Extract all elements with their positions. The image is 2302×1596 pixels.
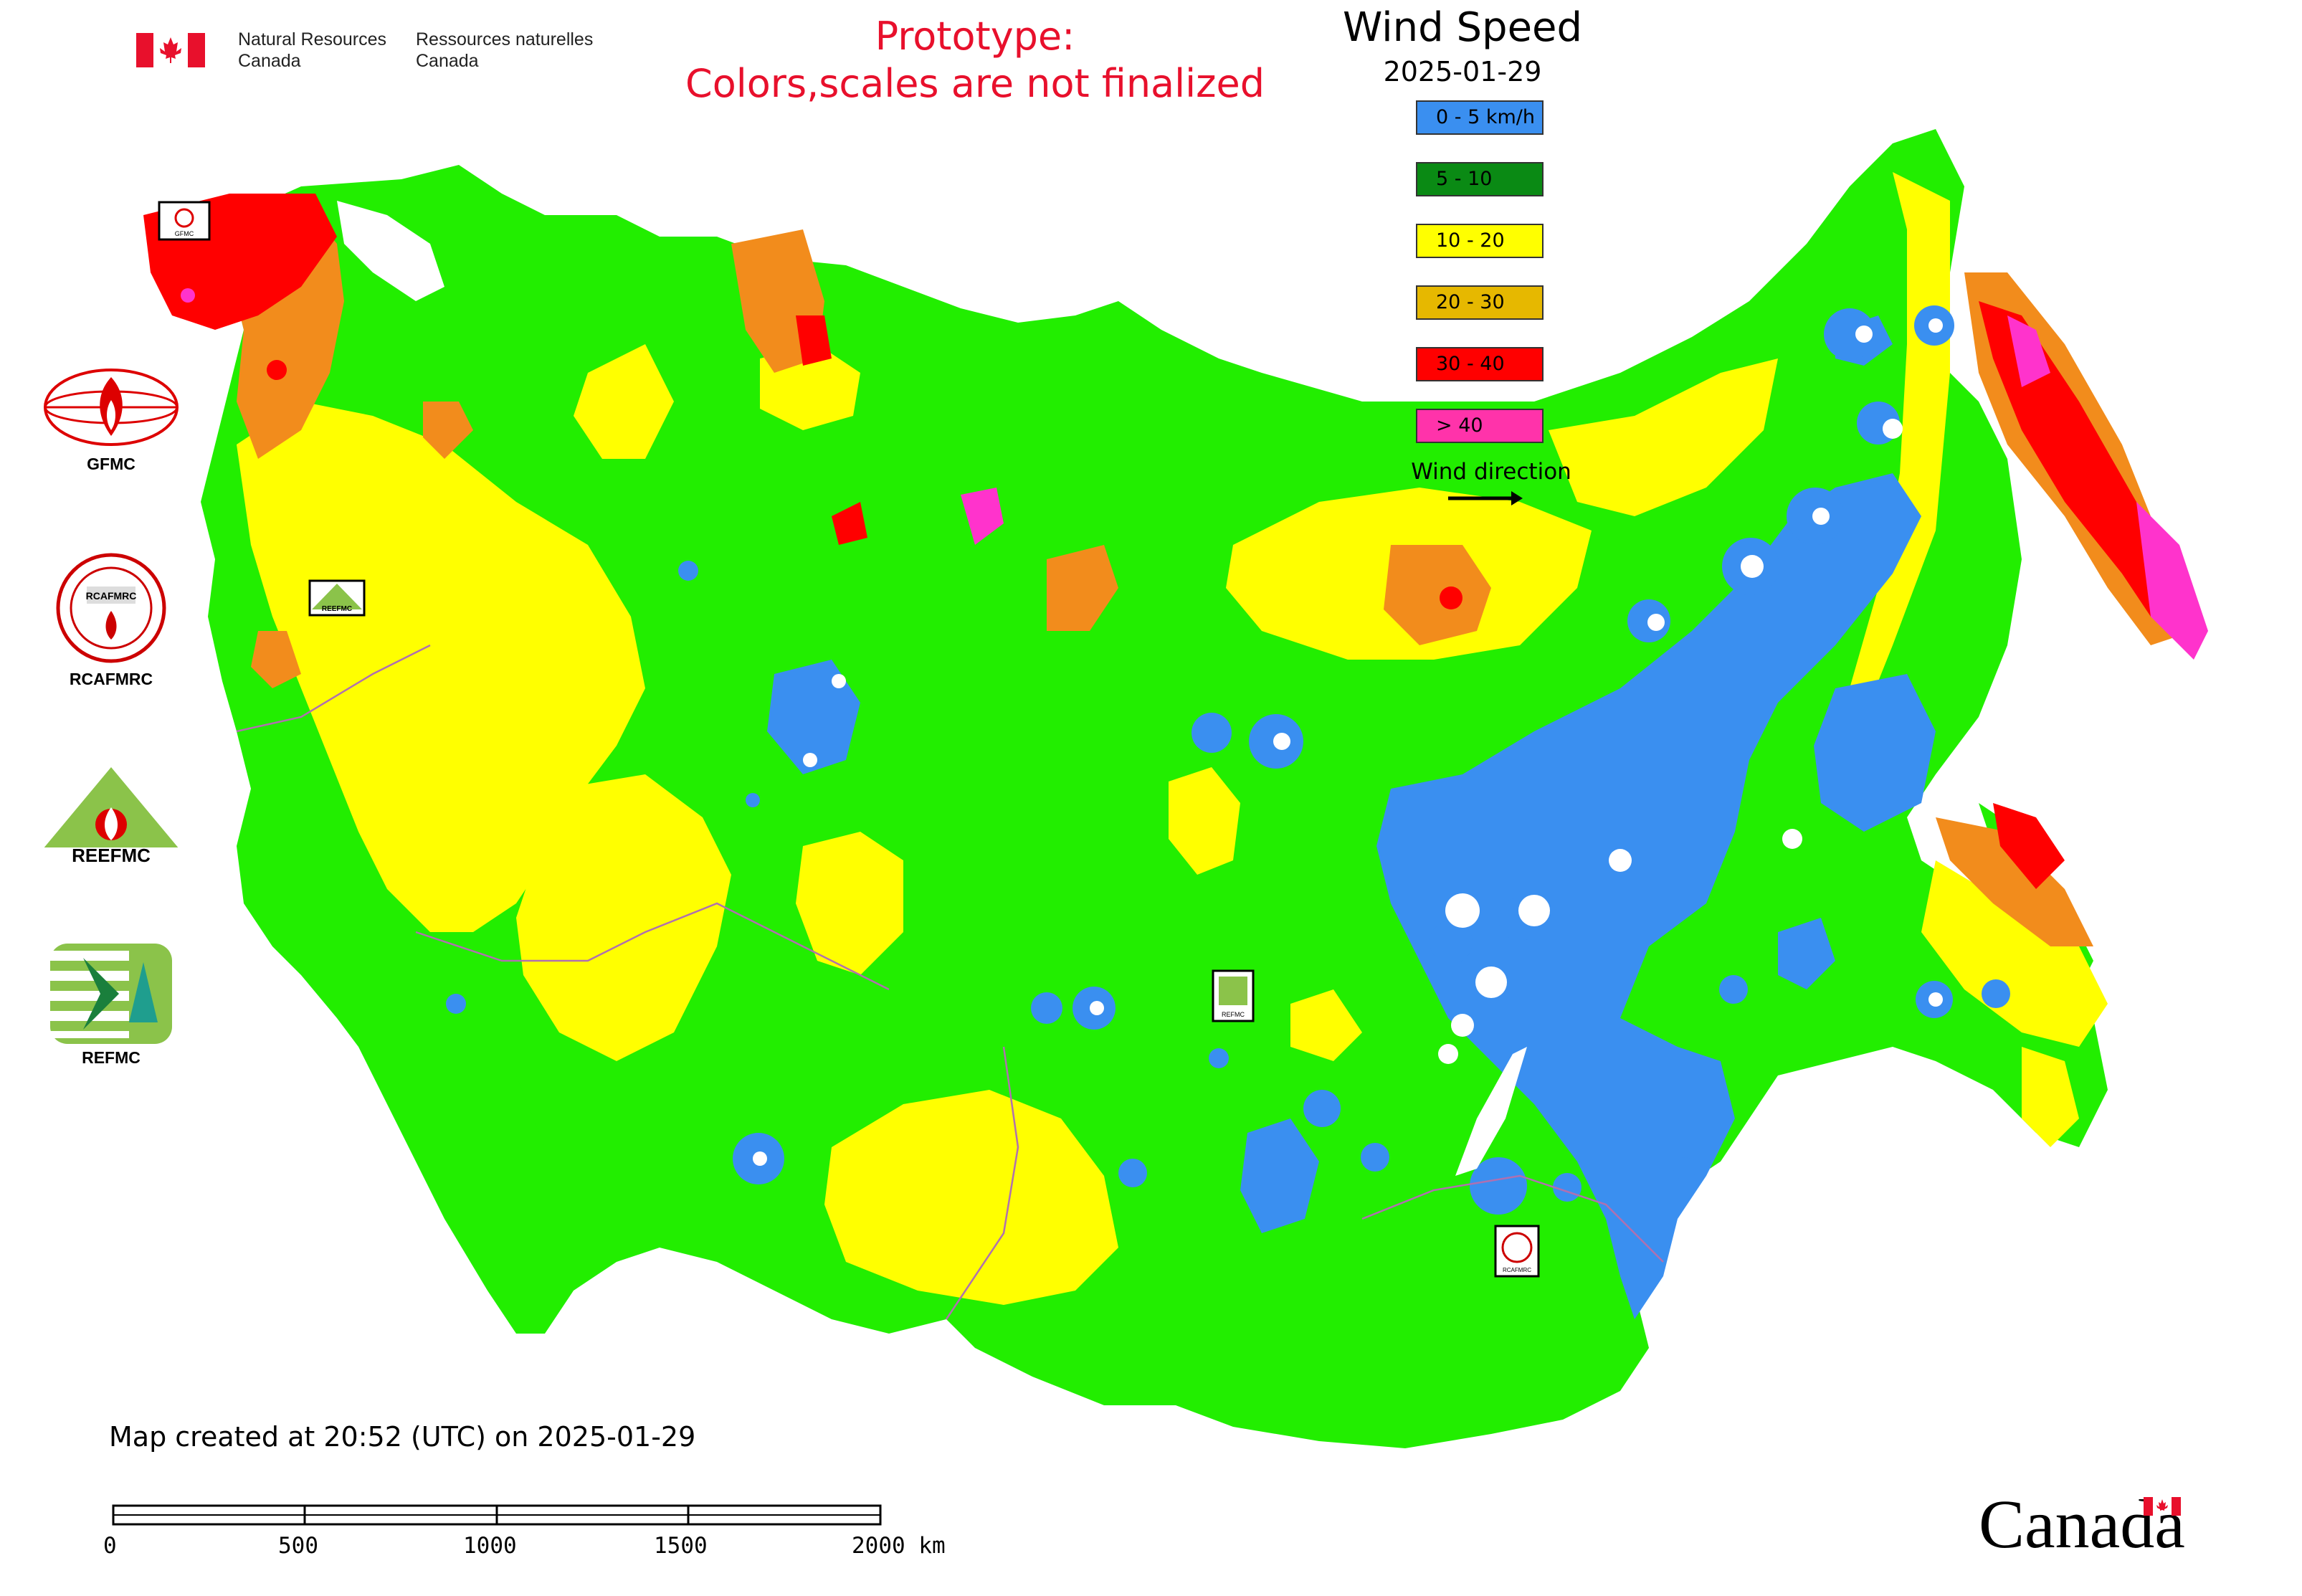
admin-boundaries bbox=[236, 644, 1664, 1320]
org-en-line2: Canada bbox=[238, 51, 301, 71]
logo-gfmc[interactable]: GFMC bbox=[29, 364, 194, 474]
legend-item-20-30: 20 - 30 bbox=[1416, 285, 1544, 320]
calm-wind-zones bbox=[446, 305, 2010, 1319]
svg-text:REEFMC: REEFMC bbox=[72, 845, 151, 866]
logo-rcafmrc-label: RCAFMRC bbox=[69, 670, 153, 688]
legend-label: 30 - 40 bbox=[1436, 353, 1505, 375]
legend-item-0-5: 0 - 5 km/h bbox=[1416, 100, 1544, 135]
extreme-wind-zones bbox=[181, 288, 2208, 660]
logo-gfmc-label: GFMC bbox=[87, 455, 135, 473]
gfmc-logo-icon bbox=[44, 369, 179, 446]
map-marker-rcafmrc[interactable]: RCAFMRC bbox=[1494, 1225, 1540, 1278]
canada-wordmark-flag-icon bbox=[2144, 1497, 2181, 1516]
scale-tick-1000: 1000 bbox=[463, 1533, 517, 1559]
canada-wordmark: Canada bbox=[1979, 1486, 2185, 1562]
scale-tick-1500: 1500 bbox=[654, 1533, 708, 1559]
map-marker-reefmc-label: REEFMC bbox=[322, 605, 352, 613]
prototype-warning-line1: Prototype: bbox=[875, 14, 1075, 59]
scale-bar bbox=[112, 1504, 882, 1526]
legend-item-10-20: 10 - 20 bbox=[1416, 224, 1544, 258]
map-marker-gfmc[interactable]: GFMC bbox=[158, 201, 211, 241]
map-marker-gfmc-label: GFMC bbox=[175, 230, 194, 237]
map-marker-refmc[interactable]: REFMC bbox=[1212, 969, 1255, 1022]
scale-tick-500: 500 bbox=[278, 1533, 318, 1559]
rcafmrc-logo-icon: RCAFMRC bbox=[56, 553, 166, 663]
org-fr-line2: Canada bbox=[416, 51, 479, 71]
org-fr-line1: Ressources naturelles bbox=[416, 29, 594, 49]
canada-flag-icon bbox=[136, 33, 205, 67]
logo-rcafmrc[interactable]: RCAFMRC RCAFMRC bbox=[29, 551, 194, 689]
legend-item-over-40: > 40 bbox=[1416, 409, 1544, 443]
legend-item-5-10: 5 - 10 bbox=[1416, 162, 1544, 196]
org-en-line1: Natural Resources bbox=[238, 29, 387, 49]
wind-direction-arrow-icon bbox=[1448, 491, 1523, 505]
wind-direction-label: Wind direction bbox=[1411, 459, 1571, 485]
logo-refmc[interactable]: REFMC bbox=[29, 944, 194, 1068]
legend-label: 5 - 10 bbox=[1436, 168, 1493, 190]
legend-item-30-40: 30 - 40 bbox=[1416, 347, 1544, 381]
lakes bbox=[337, 201, 1943, 1176]
scale-tick-2000: 2000 km bbox=[852, 1533, 946, 1559]
legend-label: 0 - 5 km/h bbox=[1436, 106, 1535, 128]
scale-tick-0: 0 bbox=[103, 1533, 117, 1559]
legend-label: 10 - 20 bbox=[1436, 229, 1505, 252]
legend-date: 2025-01-29 bbox=[1383, 56, 1542, 87]
map-marker-refmc-label: REFMC bbox=[1222, 1011, 1245, 1018]
map-marker-rcafmrc-label: RCAFMRC bbox=[1503, 1267, 1531, 1273]
reefmc-logo-icon: REEFMC bbox=[39, 767, 183, 866]
prototype-warning: Prototype: Colors,scales are not finaliz… bbox=[645, 13, 1305, 108]
refmc-logo-icon bbox=[50, 944, 172, 1044]
logo-refmc-label: REFMC bbox=[82, 1048, 141, 1067]
logo-reefmc[interactable]: REEFMC bbox=[29, 763, 194, 870]
nrcan-signature: Natural Resources Canada Ressources natu… bbox=[136, 29, 609, 79]
map-marker-reefmc[interactable]: REEFMC bbox=[308, 579, 366, 617]
svg-text:RCAFMRC: RCAFMRC bbox=[86, 590, 137, 602]
legend-title: Wind Speed bbox=[1342, 4, 1583, 51]
legend-label: 20 - 30 bbox=[1436, 291, 1505, 313]
legend-label: > 40 bbox=[1436, 414, 1483, 437]
map-created-timestamp: Map created at 20:52 (UTC) on 2025-01-29 bbox=[109, 1421, 696, 1453]
prototype-warning-line2: Colors,scales are not finalized bbox=[685, 61, 1265, 106]
moderate-wind-zones bbox=[237, 172, 2108, 1305]
